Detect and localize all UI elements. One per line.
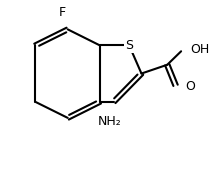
Text: O: O <box>185 80 195 93</box>
Text: NH₂: NH₂ <box>98 115 121 128</box>
Text: S: S <box>125 39 133 52</box>
Text: OH: OH <box>191 43 210 56</box>
Text: F: F <box>59 6 66 19</box>
